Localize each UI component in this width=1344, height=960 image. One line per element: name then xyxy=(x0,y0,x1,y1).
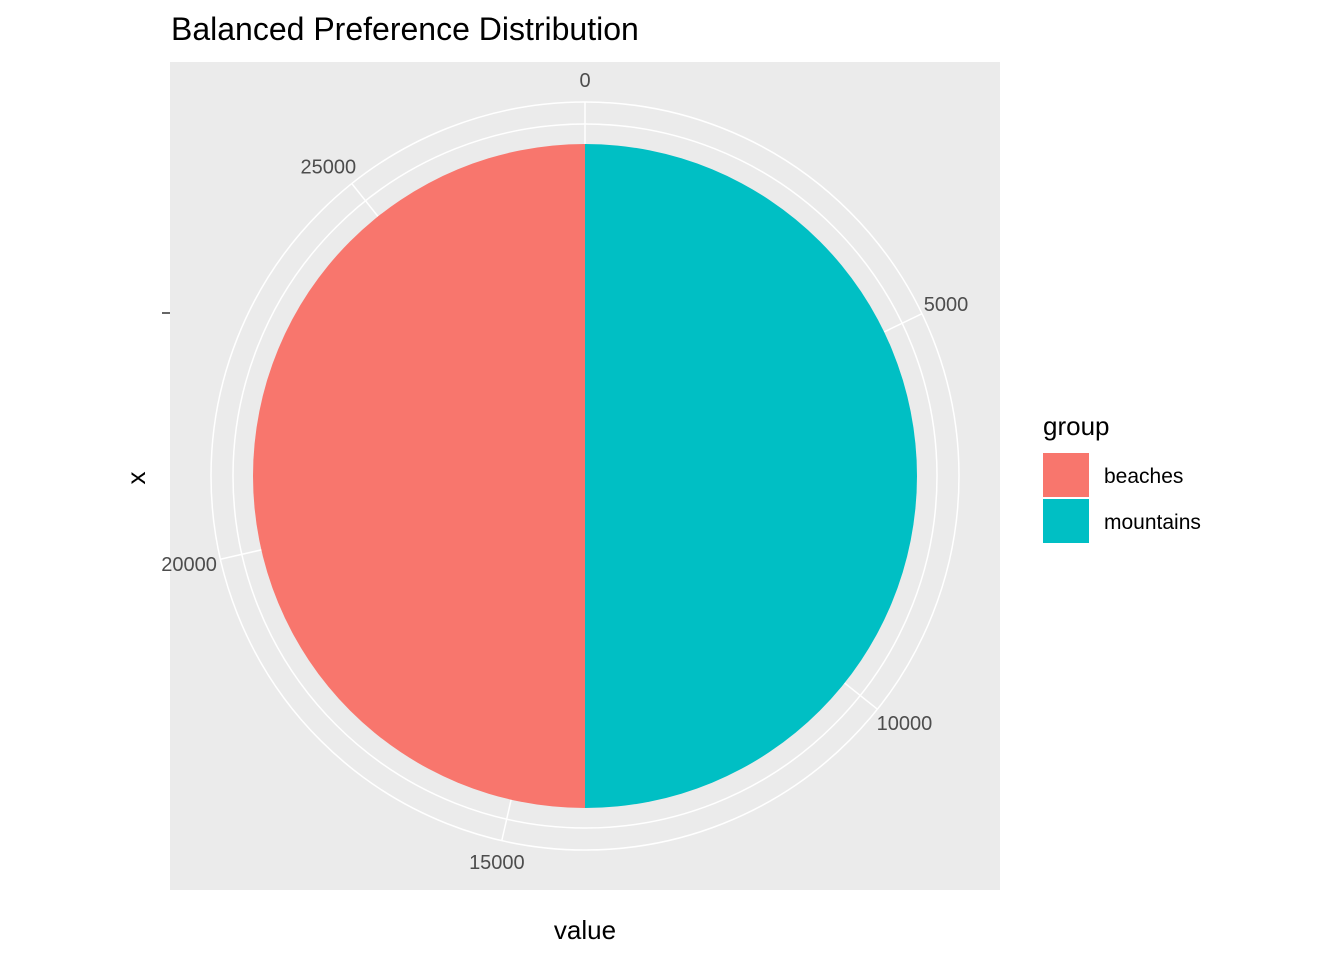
pie-slice-beaches xyxy=(253,144,585,808)
x-axis-title: value xyxy=(554,915,616,945)
y-axis-title: x xyxy=(121,472,151,485)
theta-tick-label: 10000 xyxy=(877,713,933,735)
legend-key-beaches xyxy=(1043,453,1089,497)
theta-tick-label: 25000 xyxy=(300,156,356,178)
legend-label-mountains: mountains xyxy=(1104,511,1201,534)
theta-tick-label: 15000 xyxy=(469,852,525,874)
pie-slices xyxy=(253,144,917,808)
chart-title: Balanced Preference Distribution xyxy=(171,11,639,47)
legend: group beaches mountains xyxy=(1043,411,1201,543)
theta-tick-label: 0 xyxy=(579,70,590,92)
pie-slice-mountains xyxy=(585,144,917,808)
legend-key-mountains xyxy=(1043,499,1089,543)
legend-title: group xyxy=(1043,411,1110,441)
theta-tick-label: 5000 xyxy=(924,294,969,316)
legend-label-beaches: beaches xyxy=(1104,465,1183,488)
theta-tick-label: 20000 xyxy=(161,554,217,576)
theta-tick-labels: 0 5000 10000 15000 20000 25000 xyxy=(161,70,968,874)
